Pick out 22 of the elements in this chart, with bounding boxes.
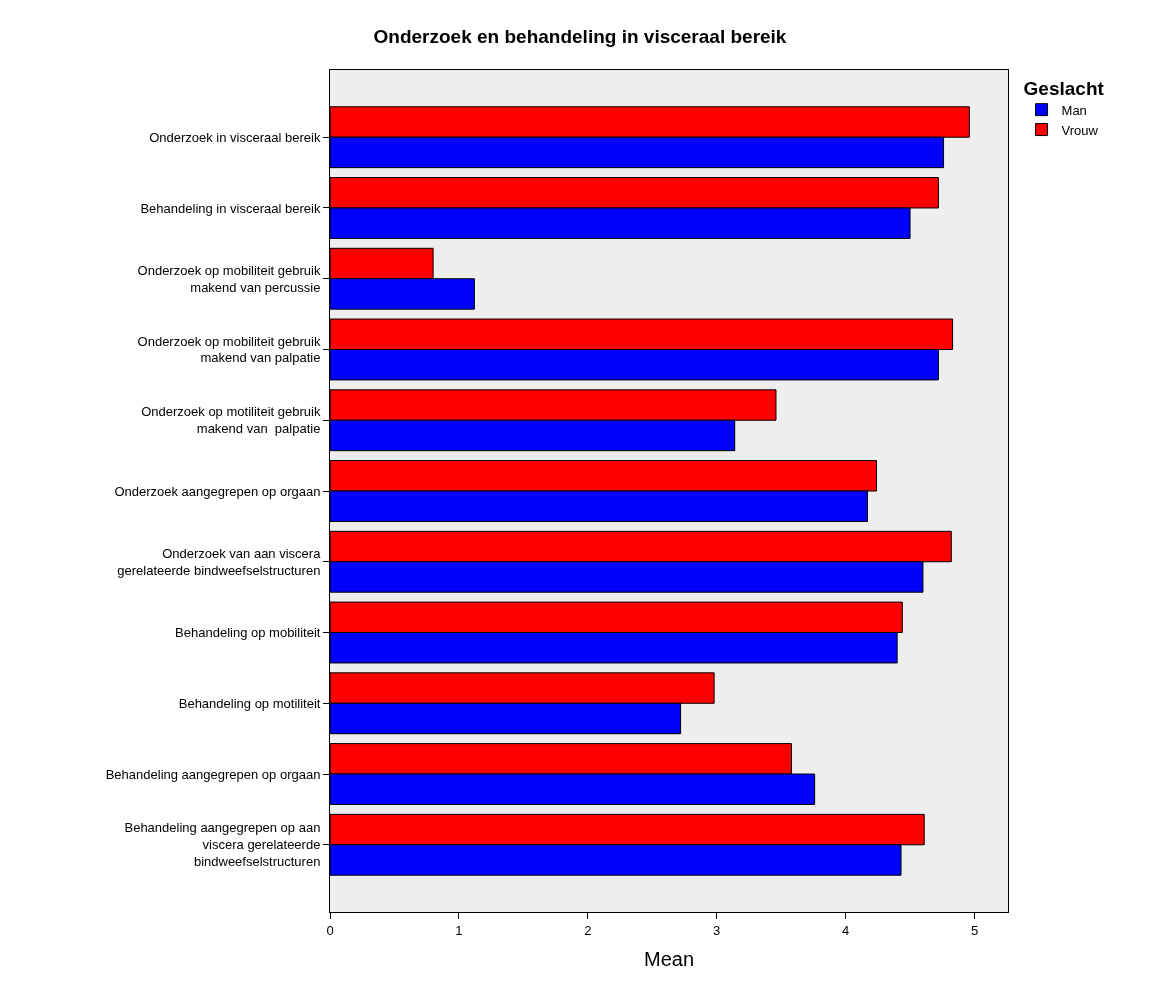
y-tick-label: Onderzoek aangegrepen op orgaan (114, 483, 321, 499)
y-tick-label: Onderzoek op motiliteit gebruik makend van palpatie (141, 404, 321, 437)
legend-label: Vrouw (1061, 122, 1099, 138)
x-tick-label: 2 (584, 922, 592, 938)
x-tick-label: 1 (455, 922, 463, 938)
y-tick-label: Behandeling op motiliteit (178, 695, 321, 711)
x-tick-label: 0 (326, 922, 334, 938)
y-tick-label: Onderzoek van aan viscera gerelateerde bindweefselstructuren (117, 545, 322, 578)
x-axis-title: Mean (643, 948, 695, 971)
y-tick-label: Onderzoek in visceraal bereik (149, 129, 321, 145)
legend-title: Geslacht (1023, 77, 1105, 99)
x-tick-label: 4 (841, 922, 850, 938)
y-tick-label: Behandeling aangegrepen op aan viscera gerelateerde bindweefselstructuren (124, 820, 321, 870)
y-tick-label: Behandeling aangegrepen op orgaan (105, 766, 321, 782)
legend-label: Man (1061, 102, 1087, 118)
x-tick-label: 5 (970, 922, 979, 938)
y-tick-label: Onderzoek op mobiliteit gebruik makend van palpatie (137, 333, 321, 366)
chart-title: Onderzoek en behandeling in visceraal bereik (373, 25, 787, 47)
x-tick-label: 3 (713, 922, 721, 938)
y-tick-label: Onderzoek op mobiliteit gebruik makend van percussie (137, 262, 321, 295)
y-tick-label: Behandeling in visceraal bereik (140, 200, 321, 216)
y-tick-label: Behandeling op mobiliteit (175, 625, 321, 641)
